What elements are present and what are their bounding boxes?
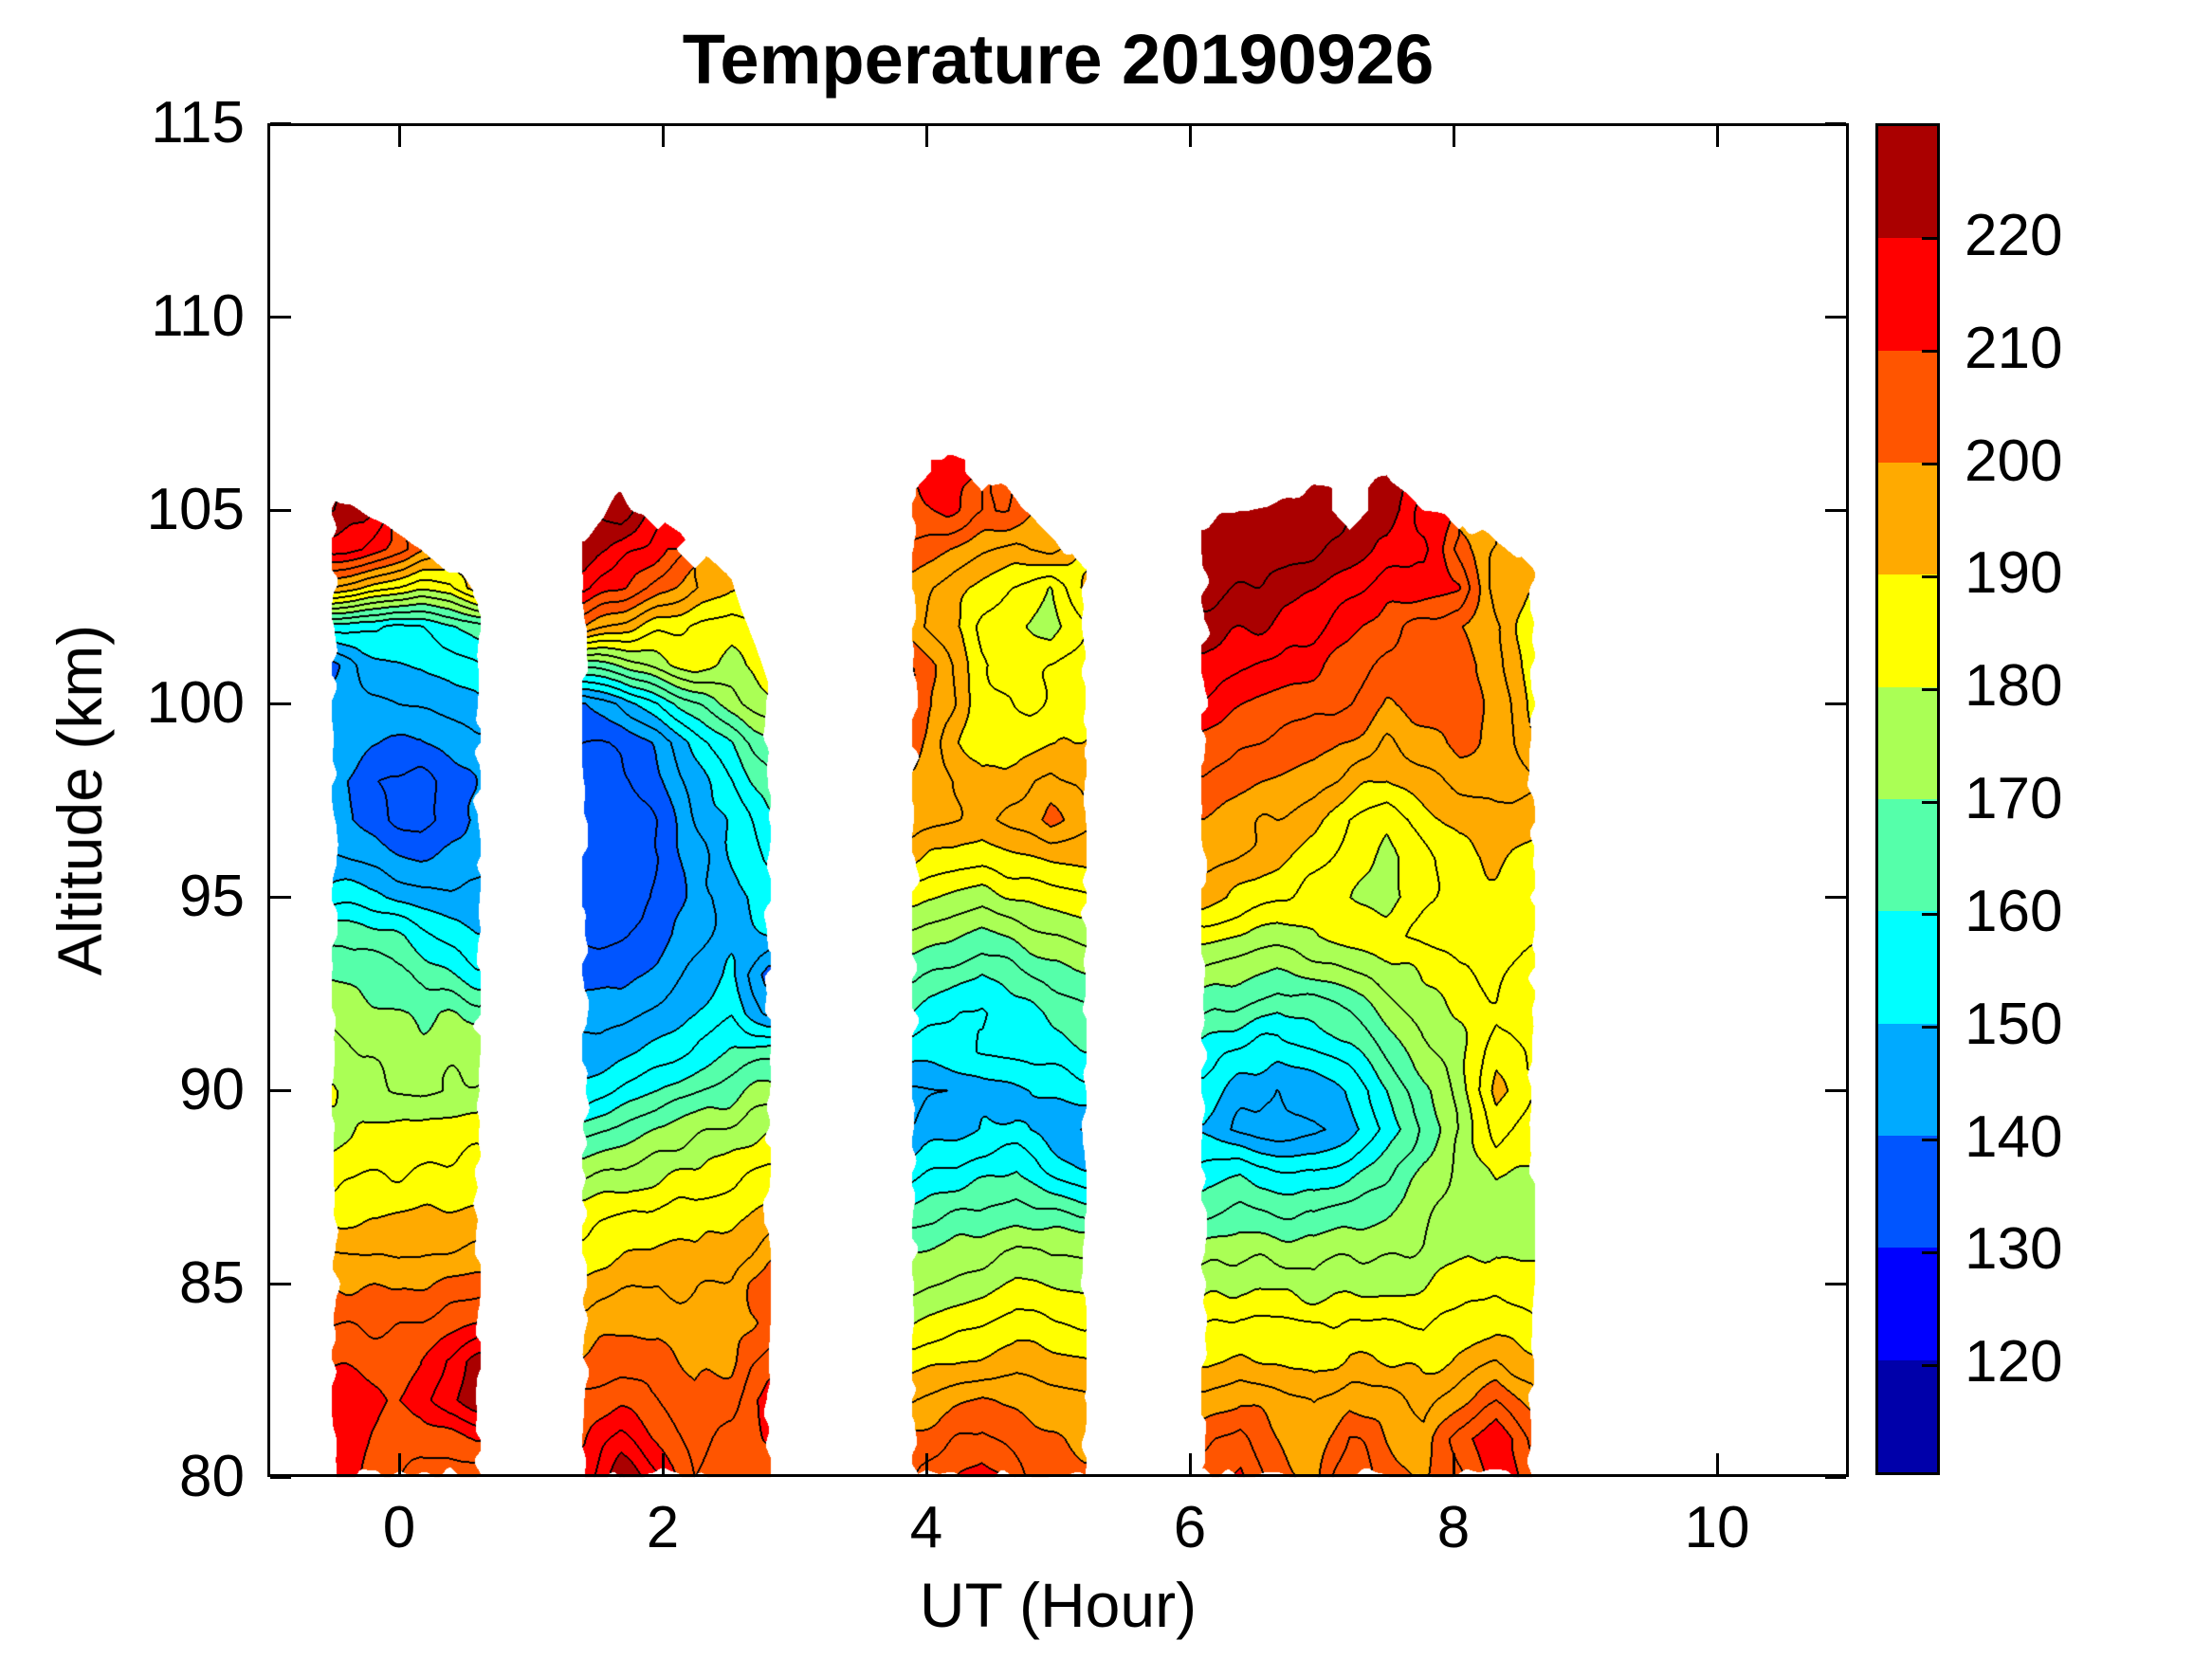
y-tick-mark-right	[1825, 121, 1846, 125]
colorbar-band	[1878, 686, 1937, 799]
x-tick-mark-top	[1715, 126, 1719, 147]
chart-title: Temperature 20190926	[682, 20, 1435, 99]
y-tick-label: 110	[151, 283, 245, 349]
colorbar-tick-mark	[1922, 237, 1937, 241]
x-tick-mark	[1452, 1453, 1455, 1474]
colorbar-tick-mark	[1922, 1139, 1937, 1141]
colorbar-band	[1878, 462, 1937, 575]
colorbar-tick-label: 170	[1965, 766, 2063, 831]
colorbar-band	[1878, 1359, 1937, 1472]
x-tick-mark-top	[1452, 126, 1455, 147]
colorbar-tick-label: 220	[1965, 202, 2063, 268]
x-tick-label: 8	[1436, 1495, 1471, 1560]
y-tick-mark-right	[1825, 1282, 1846, 1285]
x-tick-mark	[1715, 1453, 1719, 1474]
y-tick-mark	[270, 121, 291, 125]
colorbar-band	[1878, 350, 1937, 463]
x-tick-label: 6	[1173, 1495, 1207, 1560]
x-tick-label: 10	[1684, 1495, 1750, 1560]
colorbar-tick-mark	[1922, 687, 1937, 691]
y-tick-label: 100	[146, 670, 245, 736]
y-tick-label: 85	[179, 1250, 245, 1316]
colorbar-tick-mark	[1922, 1026, 1937, 1030]
y-tick-label: 90	[179, 1057, 245, 1122]
y-tick-mark	[270, 1282, 291, 1285]
colorbar-tick-mark	[1922, 463, 1937, 465]
colorbar-tick-label: 160	[1965, 878, 2063, 944]
y-tick-mark-right	[1825, 895, 1846, 899]
colorbar-tick-mark	[1922, 913, 1937, 917]
colorbar-tick-label: 190	[1965, 540, 2063, 607]
y-tick-mark	[270, 508, 291, 512]
y-tick-mark	[270, 315, 291, 319]
y-tick-mark	[270, 1475, 291, 1479]
colorbar-tick-label: 140	[1965, 1103, 2063, 1170]
colorbar-tick-label: 150	[1965, 991, 2063, 1057]
colorbar-band	[1878, 911, 1937, 1024]
y-tick-mark-right	[1825, 1088, 1846, 1092]
x-tick-mark-top	[1188, 126, 1192, 147]
colorbar-tick-mark	[1922, 1363, 1937, 1367]
y-tick-label: 115	[151, 90, 245, 155]
y-tick-mark	[270, 895, 291, 899]
x-tick-label: 4	[909, 1495, 943, 1560]
y-tick-mark-right	[1825, 508, 1846, 512]
colorbar-tick-label: 180	[1965, 653, 2063, 720]
colorbar-band	[1878, 798, 1937, 912]
x-tick-mark	[1188, 1453, 1192, 1474]
colorbar-tick-label: 210	[1965, 315, 2063, 381]
y-tick-mark-right	[1825, 315, 1846, 319]
y-tick-label: 105	[146, 477, 245, 542]
y-tick-mark-right	[1825, 1475, 1846, 1479]
y-tick-mark	[270, 1088, 291, 1092]
x-tick-mark	[661, 1453, 665, 1474]
colorbar-tick-label: 200	[1965, 428, 2063, 494]
x-axis-label: UT (Hour)	[919, 1570, 1197, 1640]
y-tick-label: 95	[179, 864, 245, 929]
x-tick-mark-top	[661, 126, 665, 147]
colorbar	[1875, 123, 1940, 1475]
colorbar-band	[1878, 126, 1937, 239]
x-tick-label: 2	[646, 1495, 680, 1560]
colorbar-band	[1878, 238, 1937, 351]
colorbar-tick-mark	[1922, 574, 1937, 578]
plot-border	[267, 123, 1849, 1477]
colorbar-band	[1878, 1135, 1937, 1249]
colorbar-tick-label: 120	[1965, 1329, 2063, 1395]
x-tick-mark	[397, 1453, 401, 1474]
x-tick-label: 0	[382, 1495, 416, 1560]
x-tick-mark	[924, 1453, 928, 1474]
colorbar-band	[1878, 1248, 1937, 1360]
colorbar-band	[1878, 1023, 1937, 1136]
x-tick-mark-top	[924, 126, 928, 147]
y-tick-mark-right	[1825, 702, 1846, 705]
x-tick-mark-top	[397, 126, 401, 147]
colorbar-band	[1878, 574, 1937, 687]
colorbar-tick-label: 130	[1965, 1216, 2063, 1283]
colorbar-tick-mark	[1922, 350, 1937, 354]
y-tick-mark	[270, 702, 291, 705]
colorbar-tick-mark	[1922, 1250, 1937, 1254]
colorbar-tick-mark	[1922, 800, 1937, 804]
y-tick-label: 80	[179, 1444, 245, 1509]
